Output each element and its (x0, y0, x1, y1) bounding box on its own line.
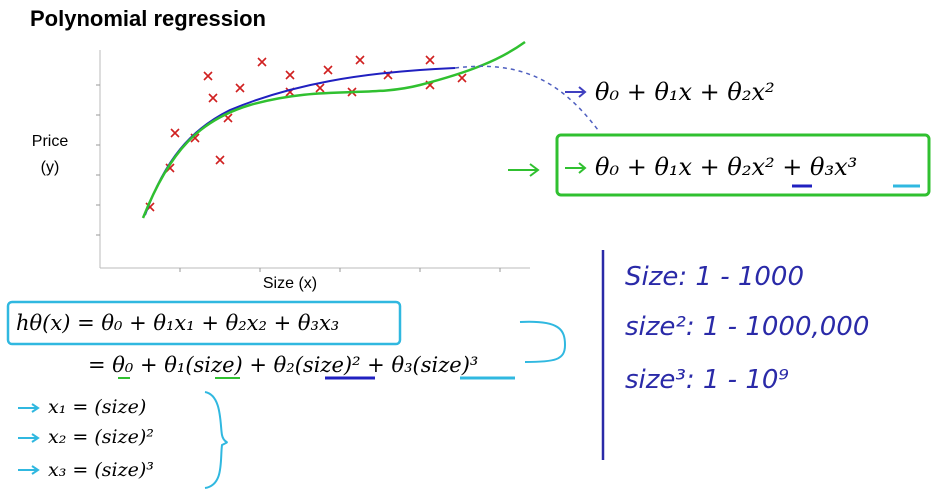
range-note: size³: 1 - 10⁹ (625, 365, 789, 395)
point-marker (285, 70, 295, 80)
plot: Price (y) Size (x) (32, 40, 599, 292)
feature: x₃ = (size)³ (48, 459, 154, 481)
cubic-box (555, 133, 931, 197)
hypothesis-expanded: = θ₀ + θ₁(size) + θ₂(size)² + θ₃(size)³ (88, 353, 478, 377)
arrow (565, 86, 587, 98)
point-marker (323, 65, 333, 75)
brace (204, 391, 228, 489)
feature-arrows (18, 403, 40, 475)
data-points (145, 55, 467, 212)
feature: x₂ = (size)² (48, 426, 154, 448)
arrow (508, 163, 540, 177)
point-marker (257, 57, 267, 67)
bracket-arrow (519, 320, 567, 363)
pointer-curve (454, 65, 599, 131)
x-label: Size (x) (263, 275, 317, 292)
point-marker (355, 55, 365, 65)
range-note: size²: 1 - 1000,000 (625, 312, 869, 342)
hypothesis: hθ(x) = θ₀ + θ₁x₁ + θ₂x₂ + θ₃x₃ (16, 311, 339, 335)
point-marker (215, 155, 225, 165)
point-marker (457, 73, 467, 83)
cubic-fit (141, 40, 526, 219)
point-marker (208, 93, 218, 103)
hypothesis-box (6, 300, 402, 346)
point-marker (203, 71, 213, 81)
point-marker (170, 128, 180, 138)
point-marker (425, 55, 435, 65)
y-label: Price (32, 133, 69, 150)
point-marker (235, 83, 245, 93)
range-note: Size: 1 - 1000 (625, 262, 804, 292)
arrow (565, 162, 587, 174)
cubic-model: θ₀ + θ₁x + θ₂x² + θ₃x³ (595, 153, 857, 181)
axis-ticks (96, 84, 501, 272)
quadratic-model: θ₀ + θ₁x + θ₂x² (595, 78, 775, 106)
y-label: (y) (41, 159, 60, 176)
feature: x₁ = (size) (48, 396, 146, 418)
slide-title: Polynomial regression (30, 6, 266, 31)
point-marker (315, 83, 325, 93)
